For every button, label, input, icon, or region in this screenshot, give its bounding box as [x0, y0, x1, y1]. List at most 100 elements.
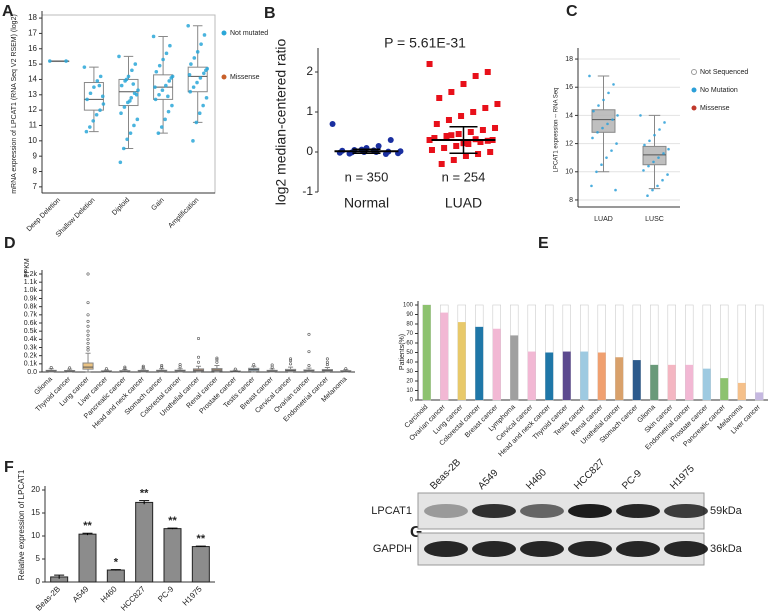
y-tick-label: 0.5k — [24, 328, 38, 335]
data-point — [156, 131, 161, 135]
box — [118, 78, 139, 107]
x-tick-label: Gain — [150, 197, 165, 212]
data-point — [472, 73, 479, 79]
data-point — [133, 62, 138, 66]
y-tick-label: 8 — [569, 197, 573, 204]
x-tick-label: A549 — [71, 584, 91, 604]
lane-label: A549 — [476, 467, 501, 492]
data-point — [431, 135, 438, 141]
bar — [422, 305, 431, 400]
outlier — [252, 363, 256, 367]
data-point — [92, 85, 96, 89]
y-tick-label: 14 — [565, 112, 573, 119]
error-bar — [110, 569, 121, 571]
outlier — [197, 337, 201, 341]
data-point — [465, 141, 472, 147]
outlier — [178, 363, 182, 367]
significance-label: ** — [197, 533, 206, 545]
data-point — [667, 147, 670, 151]
data-point — [611, 118, 614, 121]
outlier — [86, 301, 90, 305]
data-point — [651, 188, 654, 192]
data-point — [188, 89, 193, 94]
y-tick-label: 8 — [33, 167, 38, 176]
legend-label: Not Sequenced — [700, 69, 748, 76]
data-point — [433, 121, 440, 127]
data-point — [648, 139, 651, 143]
outlier — [86, 333, 90, 337]
band — [472, 541, 516, 557]
legend-marker — [691, 87, 697, 93]
data-point — [477, 139, 484, 145]
bar — [685, 364, 694, 400]
y-tick-label: 20 — [31, 485, 40, 494]
legend-marker — [221, 30, 227, 36]
x-tick-label: LUAD — [594, 216, 613, 223]
x-tick-label: Normal — [344, 195, 389, 211]
data-point — [88, 125, 92, 129]
band — [664, 541, 708, 557]
y-tick-label: 20 — [406, 379, 413, 385]
band — [472, 504, 516, 518]
data-point — [82, 65, 87, 69]
data-point — [443, 133, 450, 139]
outlier — [307, 350, 311, 354]
chart-panel: C 8 10 12 14 16 18 LPCAT1 expression -- RNA Seq… — [554, 3, 749, 223]
y-tick-label: 0 — [36, 577, 41, 586]
bar — [702, 368, 711, 400]
y-tick-label: 15 — [28, 59, 37, 68]
y-tick-label: 11 — [29, 121, 38, 130]
y-tick-label: 16 — [28, 44, 37, 53]
band — [568, 541, 612, 557]
whisker — [158, 35, 168, 134]
band — [664, 504, 708, 518]
x-tick-label: LUSC — [645, 216, 664, 223]
x-tick-label: H1975 — [181, 584, 204, 607]
data-point — [135, 117, 140, 122]
data-point — [492, 125, 499, 131]
data-point — [163, 117, 167, 122]
significance-label: * — [114, 556, 119, 568]
bar — [163, 528, 182, 583]
outlier — [215, 356, 219, 360]
y-axis-title: log2 median-centered ratio — [273, 39, 289, 206]
box — [591, 109, 616, 133]
lane-label: PC-9 — [620, 468, 644, 492]
band — [520, 541, 564, 557]
data-point — [202, 33, 207, 37]
size-label: 36kDa — [710, 543, 743, 555]
y-axis-title: mRNA expression of LPCAT1 (RNA Seq V2 RS… — [11, 14, 18, 194]
data-point — [164, 51, 169, 56]
data-point — [154, 69, 159, 74]
outlier — [123, 366, 127, 370]
error-bar — [54, 574, 65, 579]
data-point — [666, 173, 669, 176]
data-point — [614, 188, 617, 192]
y-axis-title: FPKM — [24, 258, 31, 278]
y-tick-label: 12 — [565, 140, 573, 147]
y-tick-label: 0.1k — [24, 361, 38, 368]
legend-label: Missense — [230, 74, 260, 81]
data-point — [151, 34, 156, 39]
size-label: 59kDa — [710, 505, 743, 517]
legend-marker — [221, 74, 227, 80]
data-point — [475, 151, 482, 157]
data-point — [605, 156, 608, 159]
y-tick-label: 18 — [28, 13, 37, 22]
x-tick-label: LUAD — [445, 195, 482, 211]
x-tick-label: Diploid — [111, 197, 131, 217]
outlier — [289, 359, 293, 363]
whisker — [85, 352, 91, 373]
outlier — [325, 363, 329, 367]
data-point — [97, 83, 102, 88]
data-point — [663, 121, 666, 124]
outlier — [160, 365, 164, 369]
y-tick-label: 1.1k — [24, 279, 38, 286]
data-point — [117, 54, 121, 59]
bar — [135, 501, 154, 583]
data-point — [187, 73, 192, 77]
x-tick-label: Deep Deletion — [26, 197, 62, 233]
legend-label: Not mutated — [230, 30, 268, 37]
band — [424, 504, 468, 518]
data-point — [462, 153, 469, 159]
